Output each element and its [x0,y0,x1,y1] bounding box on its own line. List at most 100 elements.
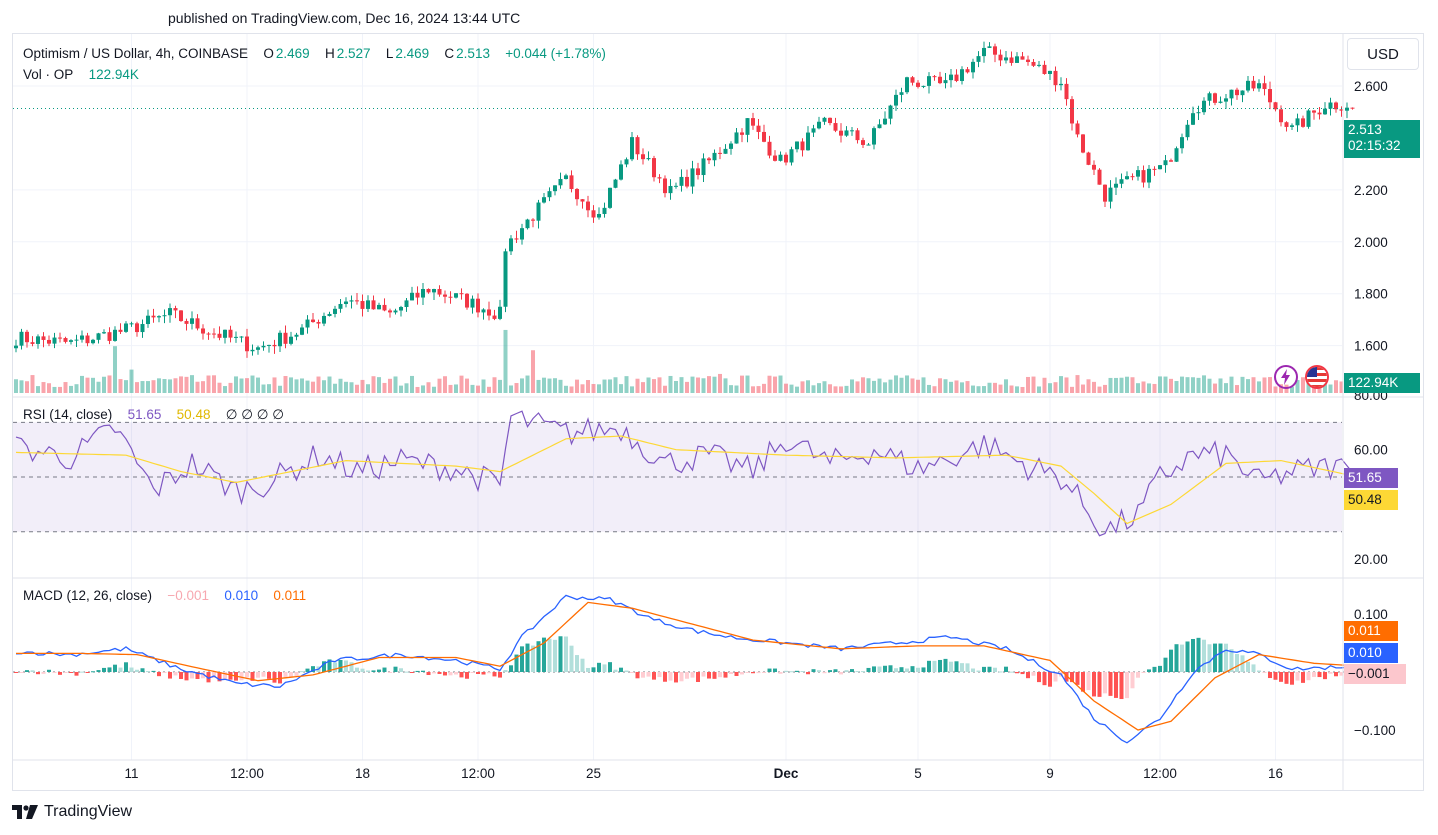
macd-histogram-bar [465,672,469,679]
volume-bar [1246,379,1250,393]
volume-bar [14,379,18,393]
volume-bar [107,375,112,393]
macd-label[interactable]: MACD (12, 26, close) [23,588,153,603]
macd-badge: 0.010 [1344,643,1398,663]
low-label: L [385,46,394,61]
candle-body [976,56,981,62]
close-label: C [444,46,455,61]
volume-bar [905,375,909,393]
volume-bar [619,384,623,393]
macd-histogram-bar [1334,672,1338,677]
candle-body [1086,152,1091,165]
candle-body [168,308,172,316]
candle-body [525,219,530,229]
volume-bar [85,377,90,393]
candle-body [619,164,623,180]
volume-bar [52,386,57,393]
macd-histogram-bar [1290,672,1294,685]
volume-bar [256,377,260,393]
us-flag-icon[interactable] [1305,365,1329,389]
candle-body [1015,56,1019,63]
macd-histogram-bar [1312,672,1316,677]
macd-histogram-bar [366,670,370,672]
volume-bar [217,382,222,393]
candle-body [597,213,601,218]
candle-body [861,140,865,145]
macd-histogram-bar [1224,643,1228,672]
candle-body [151,315,156,318]
volume-label[interactable]: Vol · OP [23,67,74,82]
volume-bar [1295,380,1300,393]
candle-body [1004,57,1008,61]
macd-legend: MACD (12, 26, close) −0.001 0.010 0.011 [23,588,308,603]
volume-bar [888,379,893,393]
macd-histogram-bar [976,670,981,672]
volume-bar [756,386,761,393]
volume-bar [1015,386,1019,393]
volume-bar [1262,377,1267,393]
candle-body [553,185,557,192]
macd-histogram-bar [762,672,766,673]
macd-histogram-bar [784,670,788,672]
price-axis-label: 2.600 [1354,79,1388,94]
macd-histogram-bar [250,672,255,681]
lightning-icon[interactable] [1274,365,1298,389]
volume-bar [1273,386,1278,393]
macd-histogram-bar [657,672,662,678]
candle-body [1317,112,1322,115]
x-tick-label: 25 [586,766,601,781]
macd-histogram-bar [1114,672,1118,698]
macd-histogram-bar [872,666,876,672]
candle-body [1169,160,1173,162]
candle-body [212,333,216,335]
rsi-ma-value: 50.48 [176,407,211,422]
rsi-badge: 51.65 [1344,468,1398,488]
candle-body [1108,187,1113,202]
candle-body [773,155,777,161]
macd-histogram-bar [1229,649,1234,672]
candle-body [1163,160,1168,166]
macd-histogram-bar [1092,672,1096,697]
symbol-label[interactable]: Optimism / US Dollar, 4h, COINBASE [23,46,249,61]
chart-frame [12,33,1424,791]
macd-histogram-bar [954,661,959,672]
volume-bar [531,350,535,393]
candle-body [531,219,535,221]
candle-body [608,187,612,208]
volume-bar [1169,378,1173,393]
volume-bar [553,378,557,393]
volume-bar [602,379,607,393]
macd-histogram-bar [168,672,172,679]
macd-histogram-bar [514,654,519,672]
macd-histogram-bar [877,666,882,672]
volume-bar [366,384,370,393]
candle-body [1130,176,1135,178]
candle-body [844,130,849,136]
volume-bar [173,378,178,393]
volume-bar [1009,385,1014,393]
macd-histogram-bar [965,663,970,672]
candle-body [344,301,348,304]
candle-body [124,323,128,332]
macd-histogram-bar [91,671,95,673]
currency-button[interactable]: USD [1347,38,1419,70]
volume-bar [1004,379,1008,393]
candle-body [740,132,744,135]
candle-body [514,238,519,240]
macd-histogram-bar [349,662,354,672]
candle-body [421,288,425,298]
volume-bar [19,380,24,393]
candle-body [668,185,673,194]
rsi-label[interactable]: RSI (14, close) [23,407,113,422]
candle-body [784,154,788,163]
candle-body [1202,100,1206,113]
volume-bar [1042,377,1047,393]
macd-histogram-bar [41,672,46,674]
candle-body [388,310,392,313]
candle-body [910,77,915,83]
volume-bar [657,377,662,393]
macd-histogram-bar [195,672,200,679]
footer-brand[interactable]: TradingView [12,803,132,821]
macd-histogram-bar [1180,644,1184,672]
volume-bar [239,378,244,393]
